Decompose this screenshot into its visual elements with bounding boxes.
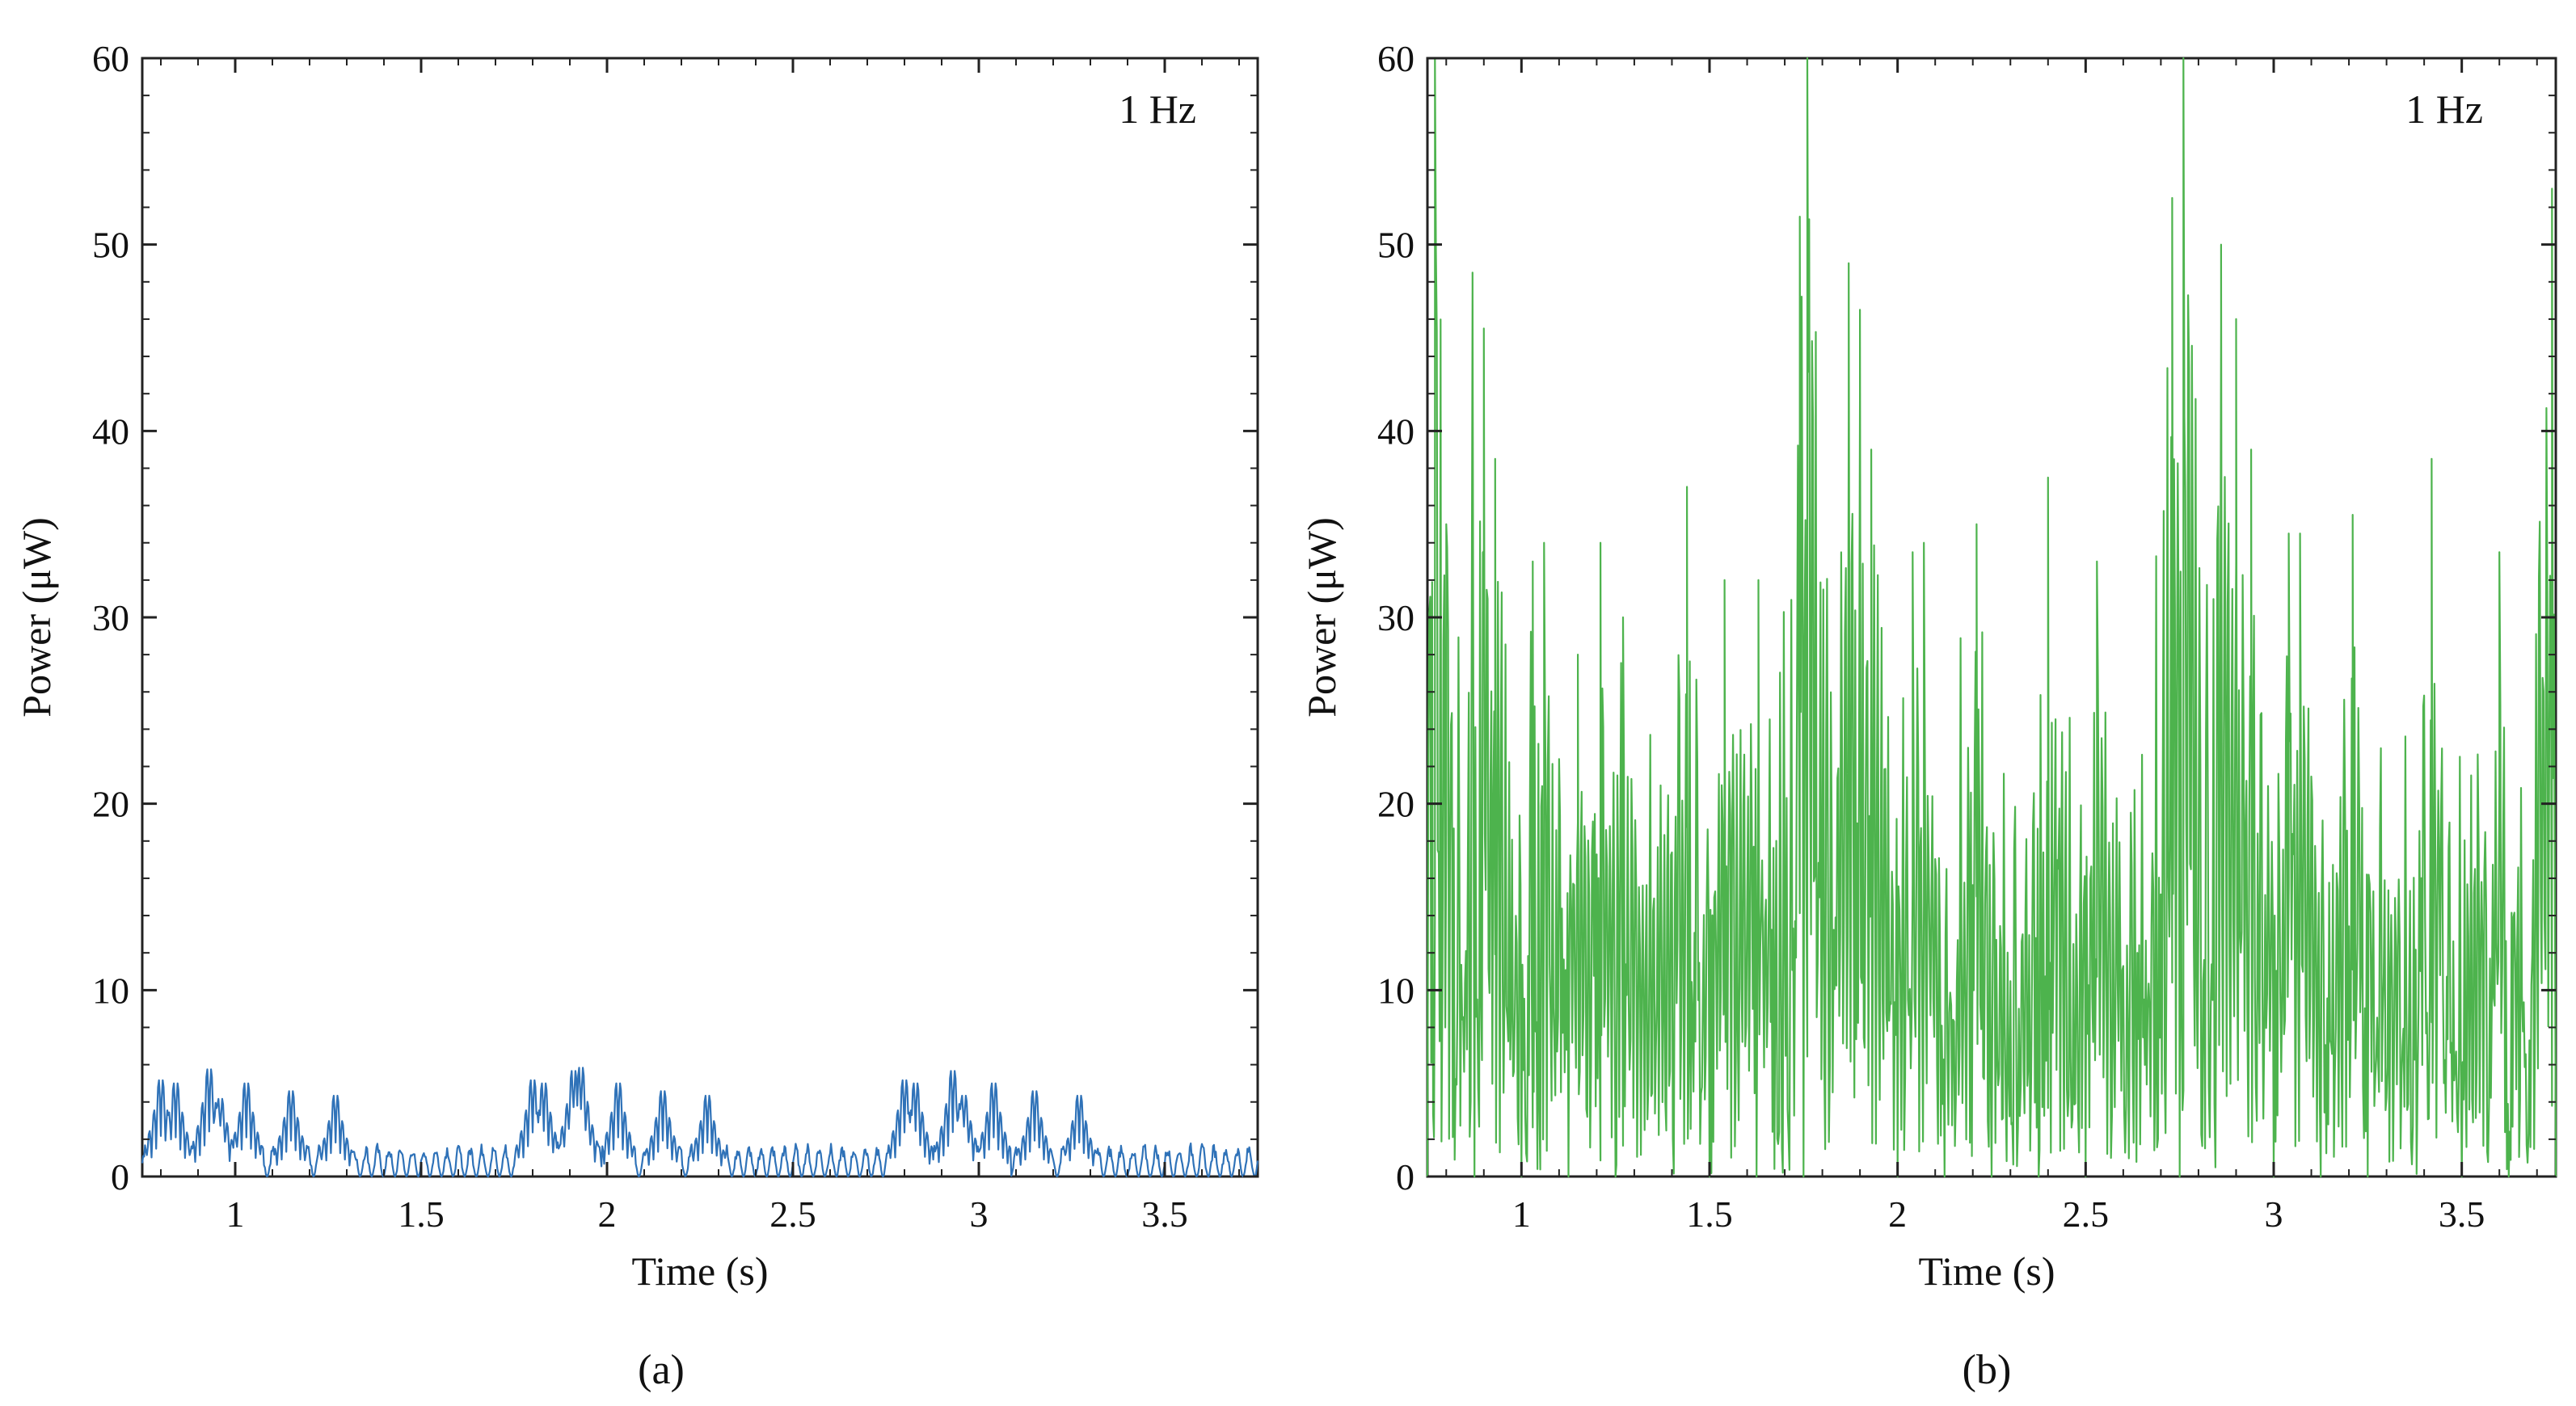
series-line-b [1426, 57, 2557, 1178]
y-tick-label-a-50: 50 [92, 225, 129, 266]
axes-b: 0 10 20 30 40 50 60 1 1.5 2 2.5 3 3.5 [1377, 38, 2556, 1235]
y-tick-label-b-30: 30 [1377, 597, 1414, 638]
x-tick-label-a-3: 3 [970, 1193, 989, 1235]
y-tick-label-b-50: 50 [1377, 225, 1414, 266]
caption-b: (b) [1963, 1347, 2012, 1393]
x-tick-label-b-2.5: 2.5 [2063, 1193, 2110, 1235]
y-tick-label-a-40: 40 [92, 410, 129, 452]
y-tick-label-b-60: 60 [1377, 38, 1414, 79]
plot-frame-a [141, 57, 1259, 1178]
x-tick-label-b-3.5: 3.5 [2439, 1193, 2485, 1235]
y-tick-label-a-60: 60 [92, 38, 129, 79]
y-tick-label-a-0: 0 [111, 1156, 129, 1198]
xlabel-a: Time (s) [631, 1248, 768, 1294]
caption-a: (a) [638, 1347, 685, 1393]
y-tick-label-a-10: 10 [92, 970, 129, 1011]
x-tick-label-a-3.5: 3.5 [1141, 1193, 1188, 1235]
axes-a: 0 10 20 30 40 50 60 1 1.5 2 2.5 3 3.5 [92, 38, 1258, 1235]
x-tick-label-b-3: 3 [2265, 1193, 2283, 1235]
x-tick-label-b-1: 1 [1512, 1193, 1531, 1235]
x-tick-label-b-2: 2 [1888, 1193, 1907, 1235]
series-line-a [141, 1067, 1259, 1178]
annotation-b: 1 Hz [2405, 86, 2483, 132]
x-tick-label-a-1.5: 1.5 [398, 1193, 445, 1235]
y-tick-label-b-40: 40 [1377, 410, 1414, 452]
y-tick-label-b-10: 10 [1377, 970, 1414, 1011]
y-tick-label-b-20: 20 [1377, 784, 1414, 825]
ylabel-b: Power (μW) [1299, 517, 1344, 718]
x-tick-label-a-1: 1 [226, 1193, 245, 1235]
ylabel-a: Power (μW) [14, 517, 59, 718]
x-tick-label-a-2.5: 2.5 [769, 1193, 816, 1235]
x-tick-label-b-1.5: 1.5 [1686, 1193, 1733, 1235]
power-series-b [1426, 57, 2557, 1178]
annotation-a: 1 Hz [1119, 86, 1196, 132]
y-tick-label-a-30: 30 [92, 597, 129, 638]
y-tick-label-b-0: 0 [1396, 1156, 1414, 1198]
x-tick-label-a-2: 2 [598, 1193, 617, 1235]
xlabel-b: Time (s) [1918, 1248, 2055, 1294]
y-tick-label-a-20: 20 [92, 784, 129, 825]
power-series-a [141, 1067, 1259, 1178]
